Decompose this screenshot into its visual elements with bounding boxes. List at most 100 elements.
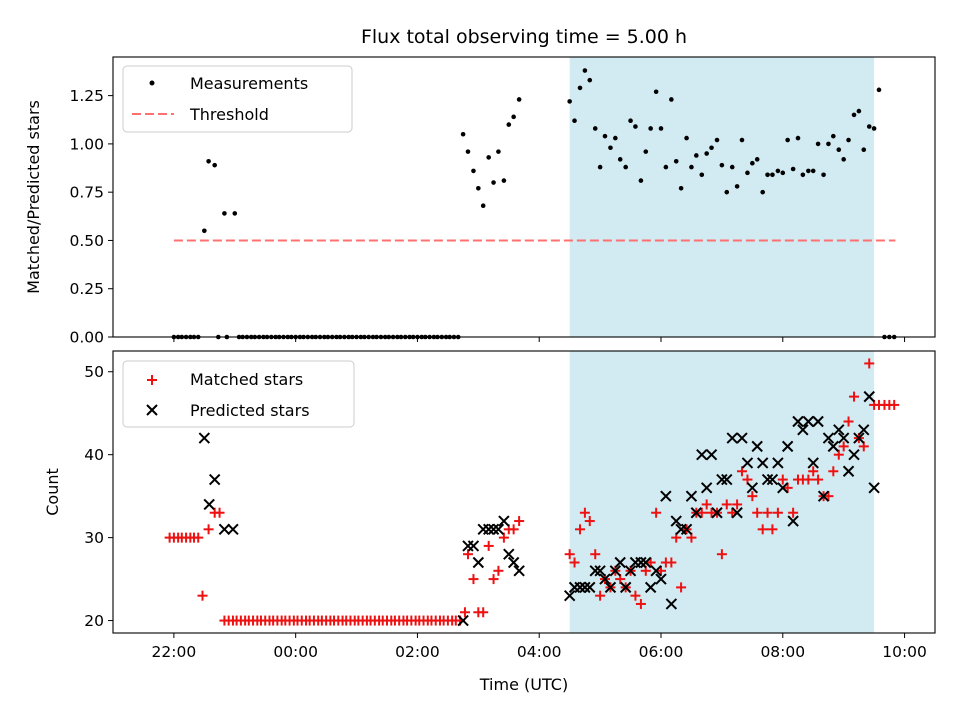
matched-point bbox=[864, 358, 875, 369]
measurement-point bbox=[780, 170, 786, 176]
predicted-point bbox=[203, 498, 215, 511]
measurement-point bbox=[658, 126, 664, 131]
measurement-point bbox=[212, 162, 217, 168]
predicted-point bbox=[574, 581, 586, 594]
predicted-point bbox=[827, 440, 840, 453]
measurement-point bbox=[633, 124, 638, 129]
legend-measurement-marker bbox=[149, 80, 155, 86]
matched-point bbox=[889, 399, 900, 410]
predicted-point bbox=[218, 523, 231, 536]
x-tick-label: 06:00 bbox=[639, 643, 684, 661]
matched-point bbox=[828, 466, 839, 477]
predicted-point bbox=[705, 448, 718, 461]
measurement-point bbox=[750, 160, 755, 166]
predicted-point bbox=[208, 473, 221, 486]
measurement-point bbox=[694, 153, 699, 158]
matched-point bbox=[193, 532, 204, 543]
predicted-point bbox=[731, 507, 743, 519]
measurement-point bbox=[623, 164, 628, 170]
predicted-point bbox=[624, 565, 637, 577]
measurement-point bbox=[480, 203, 486, 208]
y-tick-label: 30 bbox=[84, 529, 104, 547]
matched-point bbox=[197, 590, 208, 601]
predicted-point bbox=[482, 523, 495, 536]
top-x-ticks bbox=[173, 337, 906, 342]
measurement-point bbox=[760, 189, 765, 195]
measurement-point bbox=[673, 158, 679, 164]
predicted-point bbox=[604, 581, 617, 594]
measurement-point bbox=[202, 228, 207, 234]
measurement-point bbox=[653, 89, 659, 95]
predicted-point bbox=[227, 523, 239, 536]
predicted-point bbox=[655, 573, 667, 585]
matched-point bbox=[478, 607, 489, 618]
y-tick-label: 40 bbox=[84, 446, 104, 464]
predicted-point bbox=[472, 556, 485, 569]
predicted-point bbox=[477, 523, 489, 536]
predicted-point bbox=[807, 457, 819, 469]
measurement-point bbox=[232, 211, 238, 216]
matched-point bbox=[696, 507, 707, 518]
measurement-point bbox=[871, 126, 877, 131]
x-tick-label: 02:00 bbox=[395, 643, 440, 661]
y-tick-label: 20 bbox=[84, 612, 104, 630]
matched-point bbox=[747, 491, 758, 502]
measurement-point bbox=[628, 118, 633, 124]
predicted-point bbox=[736, 432, 748, 444]
y-tick-label: 1.25 bbox=[69, 87, 104, 105]
measurement-point bbox=[511, 114, 516, 120]
predicted-point bbox=[817, 490, 830, 502]
predicted-point bbox=[766, 473, 779, 486]
predicted-point bbox=[751, 440, 763, 453]
predicted-point bbox=[644, 581, 657, 594]
matched-point bbox=[214, 507, 225, 518]
legend-threshold-label: Threshold bbox=[189, 105, 269, 124]
bottom-axes-frame bbox=[112, 350, 936, 634]
measurement-point bbox=[663, 164, 669, 170]
predicted-point bbox=[198, 432, 211, 444]
predicted-point bbox=[842, 465, 855, 477]
measurement-point bbox=[516, 97, 522, 102]
top-shaded-region bbox=[569, 57, 875, 337]
measurement-point bbox=[714, 137, 720, 143]
matched-point bbox=[727, 507, 738, 518]
predicted-point bbox=[665, 598, 678, 610]
predicted-point bbox=[584, 581, 596, 594]
predicted-point bbox=[635, 556, 647, 569]
bottom-x-ticks: 22:00 00:00 02:00 04:00 06:00 08:00 10:00 bbox=[152, 633, 927, 661]
bottom-y-axis-label: Count bbox=[43, 468, 62, 516]
matched-point bbox=[788, 507, 799, 518]
measurement-point bbox=[582, 68, 588, 73]
measurement-point bbox=[678, 186, 684, 191]
y-tick-label: 0.75 bbox=[69, 184, 104, 202]
predicted-point bbox=[756, 457, 769, 469]
measurement-point bbox=[577, 85, 583, 91]
matched-point bbox=[498, 532, 509, 543]
measurement-point bbox=[608, 145, 613, 151]
measurement-point bbox=[597, 164, 603, 170]
predicted-point bbox=[833, 424, 845, 436]
measurement-point bbox=[471, 168, 476, 174]
y-tick-label: 1.00 bbox=[69, 135, 104, 153]
predicted-point bbox=[812, 415, 824, 428]
measurement-point bbox=[800, 172, 806, 178]
predicted-point bbox=[848, 448, 860, 461]
matched-point bbox=[590, 549, 601, 560]
measurement-point bbox=[790, 166, 796, 172]
matched-point bbox=[701, 499, 712, 510]
measurement-point bbox=[643, 149, 649, 154]
matched-point bbox=[666, 557, 677, 568]
measurement-point bbox=[831, 133, 836, 139]
matched-point bbox=[483, 540, 494, 551]
measurement-point bbox=[826, 141, 831, 147]
matched-point bbox=[595, 590, 606, 601]
predicted-point bbox=[579, 581, 591, 594]
top-y-ticks: 0.00 0.25 0.50 0.75 1.00 1.25 bbox=[69, 87, 113, 347]
measurement-point bbox=[572, 118, 577, 124]
predicted-point bbox=[787, 515, 799, 527]
matched-point bbox=[579, 507, 590, 518]
matched-point bbox=[716, 549, 727, 560]
measurement-point bbox=[836, 147, 842, 152]
x-axis-label: Time (UTC) bbox=[479, 675, 568, 694]
matched-point bbox=[459, 607, 470, 618]
